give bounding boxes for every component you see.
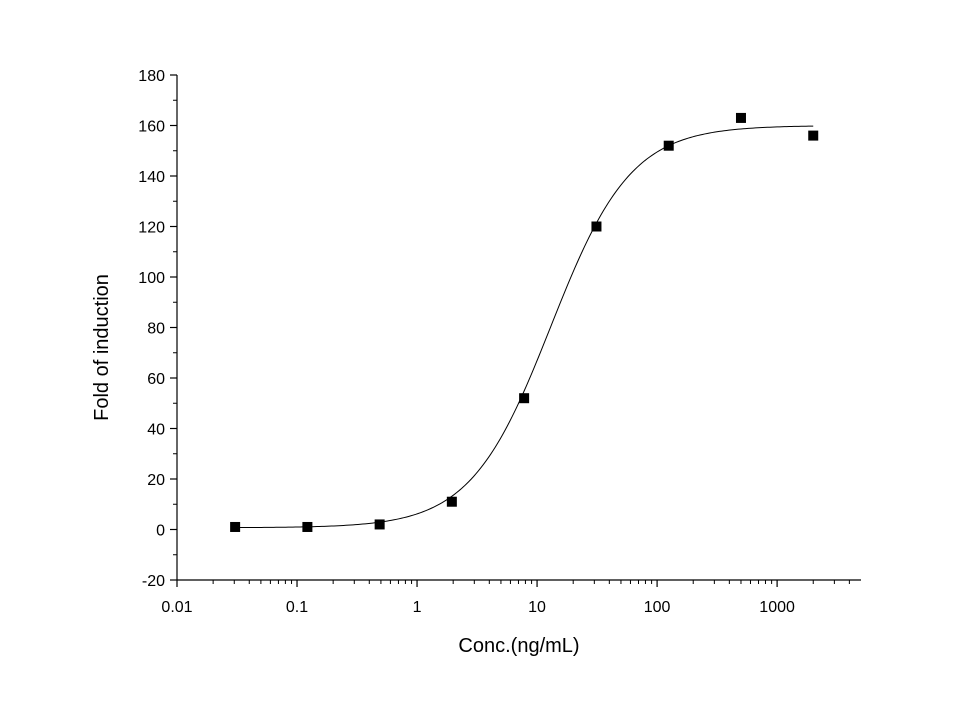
y-tick-label: 160 [138, 119, 165, 136]
y-tick-label: 120 [138, 220, 165, 237]
y-tick-label: 0 [156, 523, 165, 540]
x-tick-label: 1000 [759, 599, 795, 616]
y-tick-label: 20 [147, 472, 165, 489]
y-tick-label: 80 [147, 321, 165, 338]
y-tick-label: 100 [138, 270, 165, 287]
data-point [446, 496, 457, 507]
x-axis-ticks: 0.01 0.1 1 10 100 1000 [161, 580, 850, 616]
data-point [519, 393, 530, 404]
data-point [591, 221, 602, 232]
x-tick-label: 1 [413, 599, 422, 616]
y-axis-ticks: -20 0 20 40 60 80 100 120 140 160 180 [138, 68, 177, 590]
data-point [374, 519, 385, 530]
data-point [808, 130, 819, 141]
x-tick-label: 0.1 [286, 599, 308, 616]
axes [176, 75, 861, 581]
x-tick-label: 10 [528, 599, 546, 616]
y-tick-label: 60 [147, 371, 165, 388]
y-tick-label: -20 [142, 573, 165, 590]
fit-curve [235, 125, 814, 529]
data-point [230, 521, 241, 532]
y-tick-label: 180 [138, 68, 165, 85]
data-point [735, 112, 746, 123]
y-axis-title: Fold of induction [91, 274, 113, 421]
y-tick-label: 140 [138, 169, 165, 186]
x-axis-title: Conc.(ng/mL) [458, 635, 579, 657]
y-tick-label: 40 [147, 422, 165, 439]
data-point [302, 521, 313, 532]
x-tick-label: 100 [644, 599, 671, 616]
data-points [230, 112, 819, 532]
x-tick-label: 0.01 [161, 599, 192, 616]
data-point [663, 140, 674, 151]
